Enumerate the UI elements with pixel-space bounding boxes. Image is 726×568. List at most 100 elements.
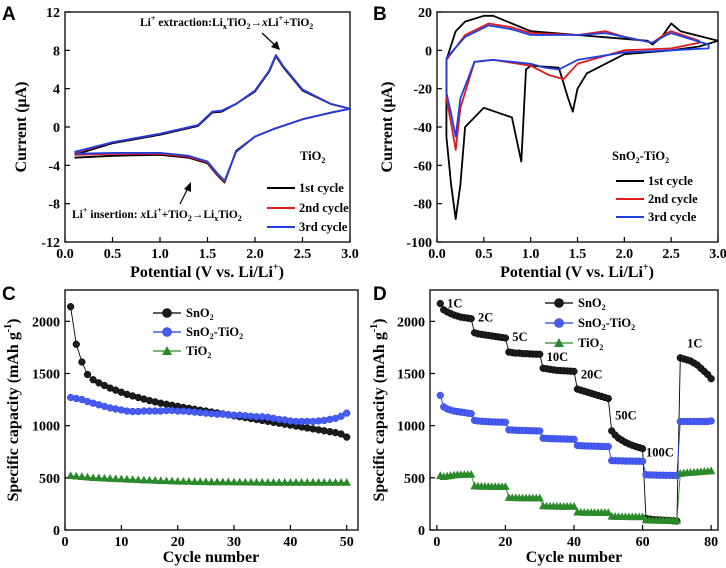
panel-d-rate-label-1: 1C xyxy=(447,297,462,311)
panel-c-point-tio2-38 xyxy=(274,478,284,486)
legend-a-label-1: 1st cycle xyxy=(299,181,344,195)
panel-d-point-sno2-tio2-50 xyxy=(604,442,612,451)
panel-b-ytick-label-5: 0 xyxy=(425,44,432,59)
panel-c-point-tio2-17 xyxy=(156,476,165,484)
panel-b-frame xyxy=(436,11,719,243)
legend-b-label-2: 2nd cycle xyxy=(648,192,698,206)
panel-d-xtick-label-1: 20 xyxy=(498,535,512,550)
panel-b-xtick-label-4: 2.0 xyxy=(616,247,634,262)
panel-b-xtick-label-2: 1.0 xyxy=(522,247,540,262)
panel-b-xtick-label-0: 0.0 xyxy=(428,247,446,262)
legend-d-marker-2 xyxy=(554,318,564,328)
panel-a-xtick-label-1: 0.5 xyxy=(104,247,122,262)
panel-c-point-tio2-16 xyxy=(150,476,160,484)
panel-d-point-sno2-tio2-1 xyxy=(436,391,444,400)
panel-d-point-tio2-10 xyxy=(466,469,476,478)
panel-d-ytick-label-4: 2000 xyxy=(397,315,425,330)
panel-c-frame xyxy=(64,289,359,531)
panel-c-point-tio2-39 xyxy=(280,478,289,486)
panel-d-xtick-label-3: 60 xyxy=(636,535,650,550)
panel-c-point-tio2-24 xyxy=(196,477,205,485)
panel-d-point-tio2-40 xyxy=(569,502,579,510)
panel-c-point-sno2-50 xyxy=(343,433,351,441)
panel-c-point-sno2-49 xyxy=(337,430,345,438)
panel-c-point-tio2-18 xyxy=(162,476,171,485)
panel-a-legend: TiO2 1st cycle 2nd cycle 3rd cycle xyxy=(267,149,349,234)
panel-c-point-tio2-10 xyxy=(117,474,126,483)
panel-d-xtick-label-0: 0 xyxy=(433,535,440,550)
panel-a-ytick-label-1: -8 xyxy=(48,198,60,213)
panel-d-point-sno2-tio2-10 xyxy=(467,410,475,418)
legend-c-label-1: SnO2 xyxy=(186,306,214,322)
panel-d: D 0 20 40 60 80 0 500 1000 1500 2000 1C 2C 5C 10C 20C… xyxy=(369,284,719,566)
panel-c-point-tio2-47 xyxy=(325,478,335,486)
panel-c-point-tio2-25 xyxy=(201,477,211,486)
panel-a: A 0.0 0.5 1.0 1.5 2.0 2.5 3.0 -12 -8 -4 0 4 8 12 Pote… xyxy=(2,4,359,281)
panel-c-xtick-label-1: 10 xyxy=(114,535,128,550)
panel-c-point-tio2-7 xyxy=(100,473,109,482)
panel-c-point-tio2-23 xyxy=(190,477,199,485)
panel-d-xtick-label-2: 40 xyxy=(567,535,581,550)
annotation-insertion: Li+ insertion: xLi++TiO2→LixTiO2 xyxy=(72,206,242,223)
panel-c-point-tio2-44 xyxy=(308,478,318,486)
panel-d-xtick-label-4: 80 xyxy=(704,535,718,550)
panel-d-ytick-label-3: 1500 xyxy=(397,367,425,382)
panel-c-y-label: Specific capacity (mAh g-1) xyxy=(3,319,22,502)
panel-c-point-tio2-2 xyxy=(72,471,81,480)
panel-c-point-tio2-26 xyxy=(207,477,216,486)
panel-c-point-tio2-37 xyxy=(269,478,278,486)
legend-a-label-3: 3rd cycle xyxy=(299,220,348,234)
panel-b-ytick-label-0: -100 xyxy=(406,236,432,251)
panel-c-xtick-label-0: 0 xyxy=(62,535,69,550)
panel-d-ytick-label-1: 500 xyxy=(404,472,425,487)
legend-d-label-3: TiO2 xyxy=(578,336,603,352)
panel-c-point-sno2-tio2-50 xyxy=(343,409,351,417)
panel-c-point-tio2-36 xyxy=(263,478,273,486)
panel-c-point-tio2-35 xyxy=(258,477,267,486)
panel-d-point-sno2-tio2-60 xyxy=(638,457,647,465)
panel-c-point-sno2-3 xyxy=(78,358,86,366)
panel-a-xtick-label-5: 2.5 xyxy=(294,247,312,262)
panel-d-rate-label-7: 100C xyxy=(646,445,674,459)
panel-d-ytick-label-2: 1000 xyxy=(397,420,425,435)
legend-b-label-3: 3rd cycle xyxy=(648,210,697,224)
panel-d-point-sno2-80 xyxy=(707,375,715,383)
panel-a-y-label: Current (μA) xyxy=(13,82,30,173)
legend-d-marker-3 xyxy=(554,338,564,347)
panel-b-xtick-label-1: 0.5 xyxy=(475,247,493,262)
legend-b-label-1: 1st cycle xyxy=(648,174,693,188)
panel-c-point-tio2-31 xyxy=(235,477,244,486)
panel-c-ytick-label-2: 1000 xyxy=(32,420,60,435)
panel-b-series-3-line xyxy=(445,24,710,138)
panel-a-xtick-label-2: 1.0 xyxy=(151,247,169,262)
annotation-extraction: Li+ extraction:LixTiO2→xLi++TiO2 xyxy=(140,14,313,31)
panel-c-point-tio2-34 xyxy=(252,477,261,486)
panel-b-ticks: 0.0 0.5 1.0 1.5 2.0 2.5 3.0 -100 -80 -60 -40 -20 0 20 xyxy=(406,6,726,262)
panel-c-xtick-label-4: 40 xyxy=(283,535,297,550)
panel-c-point-tio2-40 xyxy=(286,478,295,486)
panel-c-xtick-label-5: 50 xyxy=(340,535,354,550)
panel-d-y-label: Specific capacity (mAh g-1) xyxy=(369,319,388,502)
legend-c-label-2: SnO2-TiO2 xyxy=(186,325,243,341)
panel-c-point-tio2-11 xyxy=(122,474,132,483)
legend-a-label-2: 2nd cycle xyxy=(299,201,349,215)
panel-c-point-tio2-28 xyxy=(218,477,227,486)
panel-c-point-sno2-5 xyxy=(89,376,97,384)
panel-c-point-tio2-45 xyxy=(314,478,323,486)
panel-d-point-sno2-40 xyxy=(570,367,578,376)
panel-d-rate-label-2: 2C xyxy=(478,310,493,324)
panel-d-legend: SnO2 SnO2-TiO2 TiO2 xyxy=(545,296,635,352)
panel-a-xtick-label-3: 1.5 xyxy=(199,247,217,262)
panel-c-point-tio2-30 xyxy=(229,477,239,486)
panel-b-ytick-label-2: -60 xyxy=(413,159,432,174)
panel-c-point-tio2-3 xyxy=(77,472,87,480)
panel-d-point-sno2-1 xyxy=(436,299,444,308)
panel-label-b: B xyxy=(373,4,387,25)
panel-d-point-sno2-tio2-20 xyxy=(501,418,510,426)
panel-a-annotation-top: Li+ extraction:LixTiO2→xLi++TiO2 xyxy=(140,14,313,50)
panel-d-rate-label-3: 5C xyxy=(512,330,527,344)
panel-c-point-tio2-19 xyxy=(167,476,177,485)
panel-d-point-tio2-70 xyxy=(672,516,682,524)
